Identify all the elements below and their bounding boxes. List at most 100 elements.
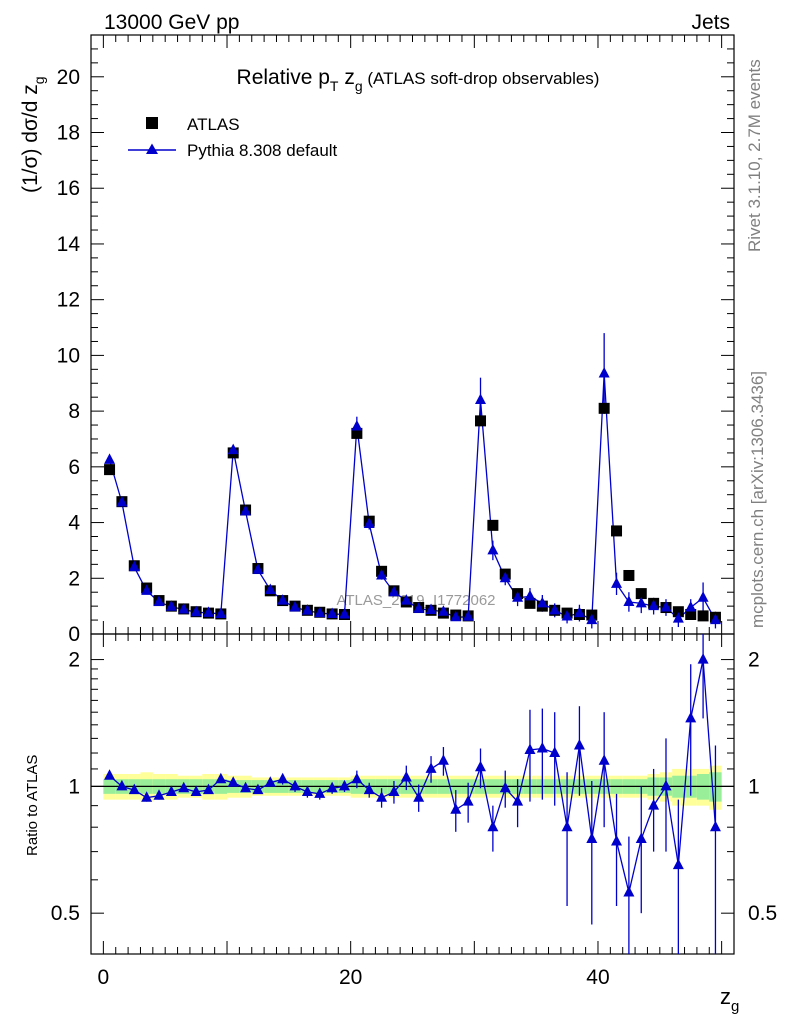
title-prefix: Relative p [237, 66, 330, 89]
pythia-point [487, 543, 499, 555]
pythia-point [462, 610, 474, 621]
atlas-point [672, 606, 684, 618]
ratio-tick-label-left: 2 [68, 649, 80, 672]
y-axis-label-main: (1/σ) dσ/d zg [19, 76, 47, 193]
pythia-point [376, 568, 388, 580]
ratio-point [524, 743, 536, 754]
x-axis-label: zg [720, 984, 739, 1015]
ratio-point [190, 785, 202, 796]
ratio-point [672, 858, 684, 870]
y-tick-label: 2 [68, 567, 80, 590]
pythia-point [326, 607, 338, 618]
atlas-point [598, 402, 610, 414]
atlas-point [623, 569, 635, 581]
pythia-point [104, 453, 116, 464]
pythia-point [709, 613, 721, 625]
pythia-point [499, 571, 511, 583]
title-sub1: T [330, 78, 339, 94]
pythia-point [153, 595, 165, 606]
pythia-point [697, 591, 709, 602]
ratio-point [227, 776, 239, 787]
legend-label-atlas: ATLAS [187, 115, 240, 134]
atlas-point [611, 525, 623, 537]
y-tick-label: 18 [57, 122, 80, 145]
atlas-point [351, 427, 363, 439]
data-series [104, 333, 721, 629]
ratio-point [573, 739, 585, 750]
atlas-point [635, 588, 647, 600]
pythia-point [437, 605, 449, 616]
y-tick-label: 14 [57, 233, 81, 256]
ratio-tick-label-right: 2 [748, 649, 760, 672]
pythia-point [351, 419, 363, 431]
y-axis-label-ratio: Ratio to ATLAS [24, 755, 41, 856]
ratio-point [660, 779, 672, 791]
pythia-point [549, 603, 561, 615]
ratio-point [264, 776, 276, 787]
ratio-point [116, 779, 128, 791]
pythia-point [227, 443, 239, 455]
pythia-point [215, 607, 227, 618]
ratio-tick-label-right: 0.5 [748, 902, 777, 925]
x-tick-label: 0 [98, 966, 110, 989]
pythia-point [450, 610, 462, 622]
y-tick-label: 6 [68, 456, 80, 479]
y-tick-label: 4 [68, 512, 80, 535]
pythia-point [116, 495, 128, 507]
pythia-point [190, 605, 202, 617]
pythia-point [648, 599, 660, 611]
ratio-point [165, 785, 177, 796]
x-tick-label: 20 [339, 966, 362, 989]
ratio-point [351, 772, 363, 784]
pythia-point [363, 517, 375, 528]
ratio-point [437, 754, 449, 765]
pythia-point [178, 602, 190, 614]
legend-label-pythia: Pythia 8.308 default [187, 141, 338, 160]
y-tick-label: 10 [57, 344, 80, 367]
pythia-point [252, 563, 264, 574]
ratio-point [388, 785, 400, 796]
ratio-point [128, 783, 140, 795]
ratio-series [104, 634, 721, 954]
title-suffix: (ATLAS soft-drop observables) [363, 69, 600, 88]
ratio-point [104, 769, 116, 780]
y-tick-label: 0 [68, 623, 80, 646]
axis-ticks [91, 35, 734, 955]
legend-marker-pythia [146, 143, 158, 154]
ratio-point [240, 781, 252, 793]
y-tick-label: 20 [57, 66, 80, 89]
rivet-version-label: Rivet 3.1.10, 2.7M events [745, 59, 764, 252]
pythia-line [108, 373, 717, 622]
ratio-point [338, 779, 350, 791]
ratio-point [499, 781, 511, 793]
ratio-point [413, 791, 425, 802]
pythia-point [512, 591, 524, 602]
pythia-point [202, 606, 214, 617]
legend: ATLAS Pythia 8.308 default [128, 115, 338, 160]
ratio-point [202, 783, 214, 795]
pythia-point [141, 584, 153, 595]
ratio-point [289, 779, 301, 791]
ratio-point [314, 787, 326, 798]
ratio-point [277, 772, 289, 784]
pythia-point [165, 600, 177, 611]
pythia-point [635, 596, 647, 608]
atlas-point [104, 464, 116, 476]
ratio-point [549, 746, 561, 758]
title-sub2: g [355, 78, 363, 94]
pythia-point [264, 583, 276, 594]
ratio-point [648, 799, 660, 810]
ratio-point [635, 832, 647, 844]
ratio-point [363, 783, 375, 795]
atlas-point [487, 519, 499, 531]
ratio-point [561, 820, 573, 832]
pythia-point [598, 367, 610, 378]
pythia-point [301, 604, 313, 615]
ratio-point [512, 795, 524, 806]
pythia-point [338, 607, 350, 619]
pythia-point [611, 577, 623, 588]
pythia-point [425, 603, 437, 615]
process-label: Jets [691, 11, 730, 34]
pythia-point [289, 601, 301, 612]
